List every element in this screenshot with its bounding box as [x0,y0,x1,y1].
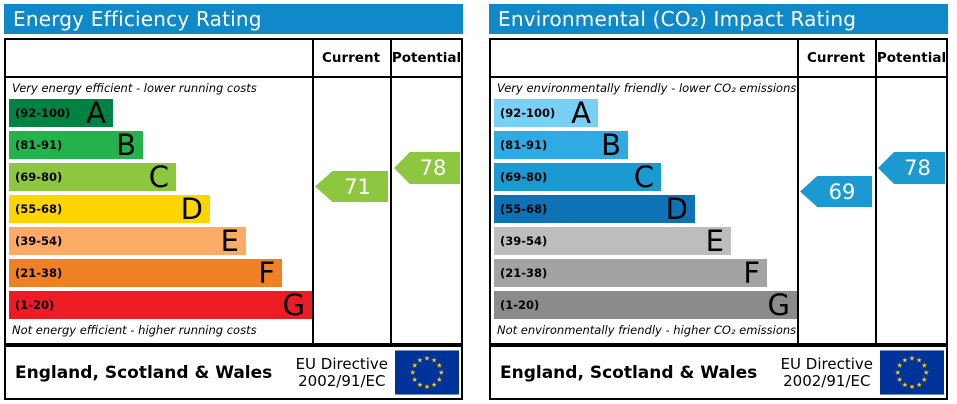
band-b: (81-91) B [494,128,628,162]
band-e: (39-54) E [494,224,731,258]
band-b: (81-91) B [9,128,143,162]
band-e-range-label: (39-54) [500,234,548,248]
header-row-divider [6,76,461,78]
band-d: (55-68) D [9,192,210,226]
energy-efficiency-panel: Energy Efficiency Rating Current Potenti… [4,4,463,400]
energy-title-bar: Energy Efficiency Rating [4,4,463,34]
band-e: (39-54) E [9,224,246,258]
rating-bands: (92-100) A (81-91) B (69-80) C (55-68) D… [494,99,797,323]
band-c-letter: C [148,160,169,194]
eu-directive-label: EU Directive 2002/91/EC [295,354,388,390]
column-divider [390,40,392,343]
environmental-title-bar: Environmental (CO₂) Impact Rating [489,4,948,34]
band-c-range-label: (69-80) [500,170,548,184]
band-a-range-label: (92-100) [500,106,556,120]
current-column-header: Current [806,50,866,66]
energy-rating-table: Current Potential Very energy efficient … [4,38,463,345]
band-e-letter: E [220,224,239,258]
rating-bands: (92-100) A (81-91) B (69-80) C (55-68) D… [9,99,312,323]
band-e-range-label: (39-54) [15,234,63,248]
band-b-letter: B [116,128,136,162]
potential-column-header: Potential [876,50,947,66]
eu-flag-icon [880,350,944,395]
eu-directive-line1: EU Directive [780,354,873,373]
band-g-letter: G [767,288,790,322]
band-d-letter: D [665,192,688,226]
band-g: (1-20) G [9,288,312,322]
band-a: (92-100) A [494,96,598,130]
band-c-range-label: (69-80) [15,170,63,184]
band-f-letter: F [258,256,275,290]
bottom-caption: Not energy efficient - higher running co… [12,323,257,337]
eu-directive-line1: EU Directive [295,354,388,373]
band-f-letter: F [743,256,760,290]
potential-rating-value: 78 [904,156,931,180]
eu-directive-line2: 2002/91/EC [298,371,386,390]
column-divider [797,40,799,343]
header-row-divider [491,76,946,78]
band-c: (69-80) C [494,160,661,194]
current-rating-arrow: 71 [315,171,388,202]
band-g: (1-20) G [494,288,797,322]
current-column-header: Current [321,50,381,66]
band-f: (21-38) F [9,256,282,290]
band-d: (55-68) D [494,192,695,226]
band-c-letter: C [633,160,654,194]
eu-directive-line2: 2002/91/EC [783,371,871,390]
environmental-panel-title: Environmental (CO₂) Impact Rating [498,7,857,31]
region-label: England, Scotland & Wales [15,362,273,383]
energy-panel-title: Energy Efficiency Rating [13,7,262,31]
eu-flag-icon [395,350,459,395]
current-rating-value: 69 [828,179,856,204]
potential-rating-value: 78 [419,156,447,180]
current-rating-arrow: 69 [800,176,872,207]
band-a: (92-100) A [9,96,113,130]
top-caption: Very environmentally friendly - lower CO… [497,81,797,95]
region-label: England, Scotland & Wales [500,362,758,383]
band-g-letter: G [282,288,305,322]
band-e-letter: E [705,224,724,258]
eu-directive-label: EU Directive 2002/91/EC [780,354,873,390]
band-a-range-label: (92-100) [15,106,71,120]
band-d-letter: D [180,192,203,226]
energy-panel-footer: England, Scotland & Wales EU Directive 2… [4,345,463,400]
band-g-range-label: (1-20) [500,298,540,312]
band-d-range-label: (55-68) [500,202,548,216]
bottom-caption: Not environmentally friendly - higher CO… [497,323,797,337]
column-divider [312,40,314,343]
potential-rating-arrow: 78 [878,152,945,184]
band-d-range-label: (55-68) [15,202,63,216]
current-rating-value: 71 [344,174,371,199]
band-c: (69-80) C [9,160,176,194]
band-a-letter: A [571,96,591,130]
band-b-letter: B [601,128,621,162]
band-b-range-label: (81-91) [500,138,548,152]
band-f-range-label: (21-38) [500,266,548,280]
column-divider [875,40,877,343]
environmental-impact-panel: Environmental (CO₂) Impact Rating Curren… [489,4,948,400]
band-a-letter: A [86,96,106,130]
band-f: (21-38) F [494,256,767,290]
potential-column-header: Potential [391,50,462,66]
potential-rating-arrow: 78 [394,152,460,184]
environmental-panel-footer: England, Scotland & Wales EU Directive 2… [489,345,948,400]
environmental-rating-table: Current Potential Very environmentally f… [489,38,948,345]
band-f-range-label: (21-38) [15,266,63,280]
band-g-range-label: (1-20) [15,298,55,312]
band-b-range-label: (81-91) [15,138,63,152]
top-caption: Very energy efficient - lower running co… [12,81,257,95]
